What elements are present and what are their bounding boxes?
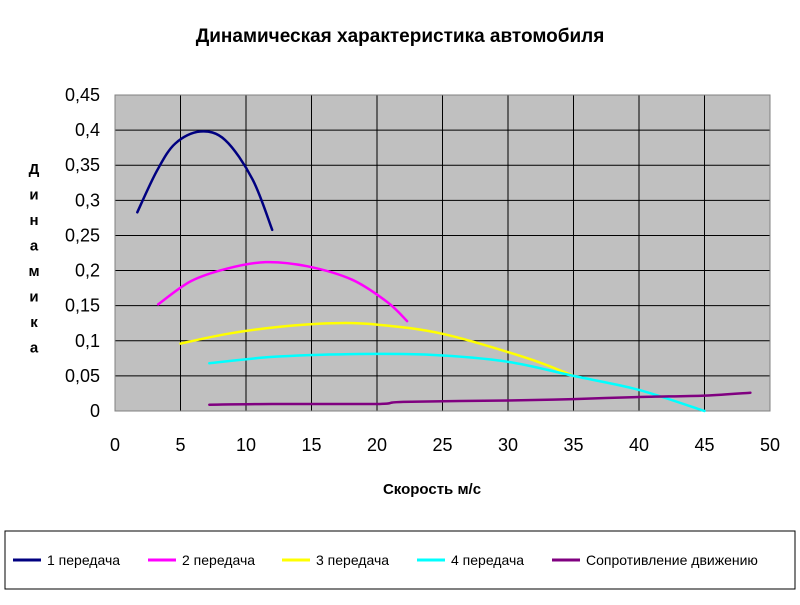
y-tick-label: 0 xyxy=(90,401,100,421)
y-tick-label: 0,35 xyxy=(65,155,100,175)
series-line-3 xyxy=(179,321,575,378)
legend: 1 передача 2 передача 3 передача 4 передача… xyxy=(13,552,758,568)
y-tick-label: 0,3 xyxy=(75,190,100,210)
y-tick-label: 0,4 xyxy=(75,120,100,140)
y-tick-label: 0,1 xyxy=(75,331,100,351)
x-tick-label: 45 xyxy=(694,435,714,455)
legend-label: 1 передача xyxy=(47,552,120,568)
x-tick-label: 40 xyxy=(629,435,649,455)
x-tick-label: 25 xyxy=(432,435,452,455)
plot-border xyxy=(114,94,771,412)
series-line-5 xyxy=(208,391,752,406)
series-line-1 xyxy=(136,130,274,232)
y-tick-label: 0,45 xyxy=(65,85,100,105)
y-tick-label: 0,05 xyxy=(65,366,100,386)
x-axis-ticks: 0 5 10 15 20 25 30 35 40 45 50 xyxy=(110,435,780,455)
x-axis-label: Скорость м/с xyxy=(383,481,481,498)
series-line-4 xyxy=(208,352,706,413)
x-tick-label: 10 xyxy=(236,435,256,455)
legend-box xyxy=(4,530,796,590)
x-tick-label: 15 xyxy=(301,435,321,455)
x-tick-label: 0 xyxy=(110,435,120,455)
x-tick-label: 20 xyxy=(367,435,387,455)
y-tick-label: 0,2 xyxy=(75,261,100,281)
series-layer xyxy=(136,130,752,413)
series-line-2 xyxy=(156,260,409,323)
plot-area xyxy=(114,94,771,413)
legend-label: 4 передача xyxy=(451,552,524,568)
y-tick-label: 0,25 xyxy=(65,225,100,245)
x-tick-label: 5 xyxy=(175,435,185,455)
x-tick-label: 30 xyxy=(498,435,518,455)
legend-label: Сопротивление движению xyxy=(586,552,758,568)
y-tick-label: 0,15 xyxy=(65,296,100,316)
legend-label: 2 передача xyxy=(182,552,255,568)
x-tick-label: 35 xyxy=(563,435,583,455)
y-axis-ticks: 0 0,05 0,1 0,15 0,2 0,25 0,3 0,35 0,4 0,45 xyxy=(65,85,100,421)
chart-title: Динамическая характеристика автомобиля xyxy=(196,26,605,47)
legend-label: 3 передача xyxy=(316,552,389,568)
x-tick-label: 50 xyxy=(760,435,780,455)
